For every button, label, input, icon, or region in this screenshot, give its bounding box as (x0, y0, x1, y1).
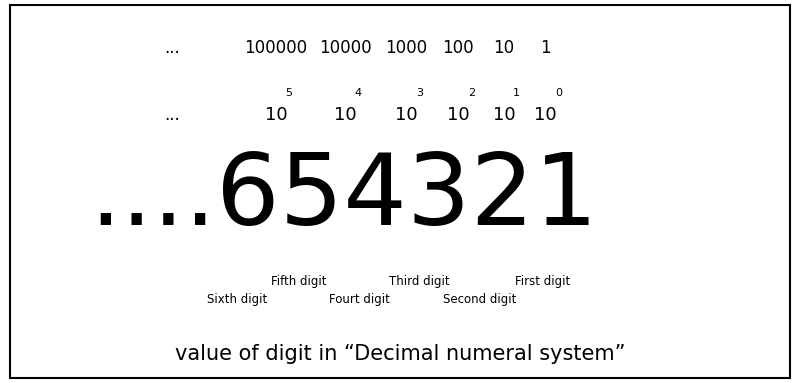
Text: 10: 10 (494, 39, 514, 57)
Text: 100000: 100000 (245, 39, 307, 57)
Text: Second digit: Second digit (443, 293, 517, 306)
Text: 10: 10 (534, 106, 557, 124)
Text: 5: 5 (286, 88, 292, 98)
Text: value of digit in “Decimal numeral system”: value of digit in “Decimal numeral syste… (174, 344, 626, 364)
Text: 1: 1 (540, 39, 551, 57)
Text: 10000: 10000 (319, 39, 372, 57)
Text: Third digit: Third digit (389, 275, 450, 288)
Text: 1: 1 (514, 88, 520, 98)
Text: 100: 100 (442, 39, 474, 57)
Text: 10: 10 (493, 106, 515, 124)
Text: Sixth digit: Sixth digit (206, 293, 267, 306)
Text: ....654321: ....654321 (90, 149, 598, 246)
Text: 4: 4 (355, 88, 362, 98)
Text: ...: ... (164, 39, 180, 57)
Text: 10: 10 (334, 106, 357, 124)
Text: 3: 3 (416, 88, 422, 98)
Text: Fifth digit: Fifth digit (270, 275, 326, 288)
Text: 0: 0 (555, 88, 562, 98)
Text: ...: ... (164, 106, 180, 124)
Text: First digit: First digit (514, 275, 570, 288)
Text: 10: 10 (395, 106, 418, 124)
Text: 2: 2 (468, 88, 474, 98)
Text: 10: 10 (447, 106, 470, 124)
Text: 1000: 1000 (386, 39, 427, 57)
Text: 10: 10 (265, 106, 287, 124)
Text: Fourt digit: Fourt digit (329, 293, 390, 306)
